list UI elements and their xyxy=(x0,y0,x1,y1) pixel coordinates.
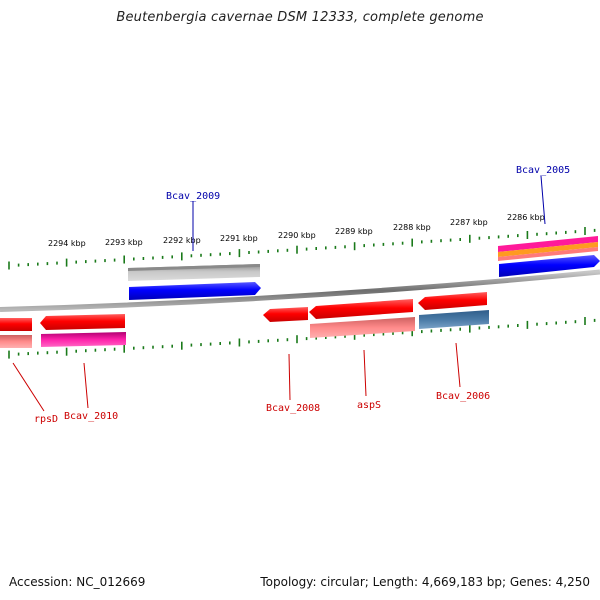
scale-tick-label: 2286 kbp xyxy=(507,213,545,222)
leader-bcav-2005 xyxy=(540,175,546,225)
gene-label-bcav-2005[interactable]: Bcav_2005 xyxy=(516,165,570,176)
scale-tick-label: 2292 kbp xyxy=(163,236,201,245)
scale-tick-label: 2289 kbp xyxy=(335,227,373,236)
gene-label-bcav-2006[interactable]: Bcav_2006 xyxy=(436,391,490,402)
gene-feature-salmon-band[interactable] xyxy=(498,247,598,261)
leader-asps xyxy=(363,349,367,397)
leader-rpsd xyxy=(12,362,45,412)
gene-feature-bcav-2006-steel[interactable] xyxy=(419,310,489,329)
leader-bcav-2008 xyxy=(288,353,291,401)
gene-arrow-bcav-2006[interactable] xyxy=(418,292,487,310)
lower-tick-track xyxy=(8,317,596,359)
gene-arrow-bcav-2010[interactable] xyxy=(40,314,125,330)
genome-summary-text: Topology: circular; Length: 4,669,183 bp… xyxy=(260,575,590,589)
gene-label-bcav-2010[interactable]: Bcav_2010 xyxy=(64,411,118,422)
scale-tick-label: 2293 kbp xyxy=(105,238,143,247)
gene-feature-bcav-2010-magenta[interactable] xyxy=(41,332,126,347)
forward-strand-features xyxy=(128,236,600,300)
chromosome-backbone xyxy=(0,269,600,312)
gene-feature-magenta-band[interactable] xyxy=(498,236,598,252)
gene-arrow-bcav-2008[interactable] xyxy=(263,307,308,322)
gene-label-asps[interactable]: aspS xyxy=(357,400,381,411)
map-title: Beutenbergia cavernae DSM 12333, complet… xyxy=(116,10,484,25)
gene-label-rpsd[interactable]: rpsD xyxy=(34,414,58,425)
scale-tick-label: 2287 kbp xyxy=(450,218,488,227)
scale-tick-label: 2288 kbp xyxy=(393,223,431,232)
gene-labels: Bcav_2009 Bcav_2005 rpsD Bcav_2010 Bcav_… xyxy=(34,165,570,425)
scale-tick-label: 2291 kbp xyxy=(220,234,258,243)
gene-arrow-asps[interactable] xyxy=(309,299,413,319)
gene-label-bcav-2009[interactable]: Bcav_2009 xyxy=(166,191,220,202)
leader-bcav-2006 xyxy=(455,342,461,388)
gene-arrow-bcav-2009[interactable] xyxy=(129,282,261,300)
scale-tick-label: 2290 kbp xyxy=(278,231,316,240)
gene-label-bcav-2008[interactable]: Bcav_2008 xyxy=(266,403,320,414)
reverse-strand-features xyxy=(0,292,489,348)
label-leaders xyxy=(12,175,546,412)
scale-tick-label: 2294 kbp xyxy=(48,239,86,248)
gene-feature-grey-top xyxy=(128,264,260,271)
accession-text: Accession: NC_012669 xyxy=(9,575,146,589)
leader-bcav-2010 xyxy=(83,362,89,409)
gene-feature-orange-band[interactable] xyxy=(498,242,598,257)
scale-labels: 2294 kbp 2293 kbp 2292 kbp 2291 kbp 2290… xyxy=(48,213,545,248)
upper-tick-track xyxy=(8,227,596,270)
gene-arrow-bcav-2005[interactable] xyxy=(499,255,600,277)
gene-feature-rpsd-pink[interactable] xyxy=(0,335,32,348)
gene-arrow-rpsd[interactable] xyxy=(0,318,32,331)
gene-feature-asps-pink[interactable] xyxy=(310,317,415,338)
